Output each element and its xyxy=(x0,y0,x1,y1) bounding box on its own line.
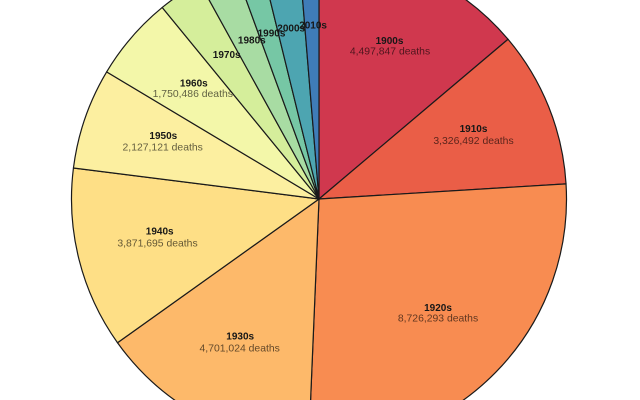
svg-text:3,326,492 deaths: 3,326,492 deaths xyxy=(433,136,513,147)
svg-text:1,750,486 deaths: 1,750,486 deaths xyxy=(153,89,233,100)
svg-text:1970s: 1970s xyxy=(213,50,241,61)
svg-text:1900s: 1900s xyxy=(376,36,404,47)
svg-text:1980s: 1980s xyxy=(238,36,266,47)
svg-text:1940s: 1940s xyxy=(146,227,174,238)
svg-text:1930s: 1930s xyxy=(226,331,254,342)
svg-text:4,701,024 deaths: 4,701,024 deaths xyxy=(200,343,280,354)
svg-text:2,127,121 deaths: 2,127,121 deaths xyxy=(123,143,203,154)
svg-text:3,871,695 deaths: 3,871,695 deaths xyxy=(117,238,197,249)
svg-text:1960s: 1960s xyxy=(180,79,208,90)
svg-text:1990s: 1990s xyxy=(258,29,286,40)
svg-text:1920s: 1920s xyxy=(424,303,452,314)
svg-text:4,497,847 deaths: 4,497,847 deaths xyxy=(350,46,430,57)
svg-text:8,726,293 deaths: 8,726,293 deaths xyxy=(398,314,478,325)
svg-text:2000s: 2000s xyxy=(277,24,305,35)
svg-text:1910s: 1910s xyxy=(460,124,488,135)
svg-text:2010s: 2010s xyxy=(299,21,327,32)
svg-text:1950s: 1950s xyxy=(149,131,177,142)
